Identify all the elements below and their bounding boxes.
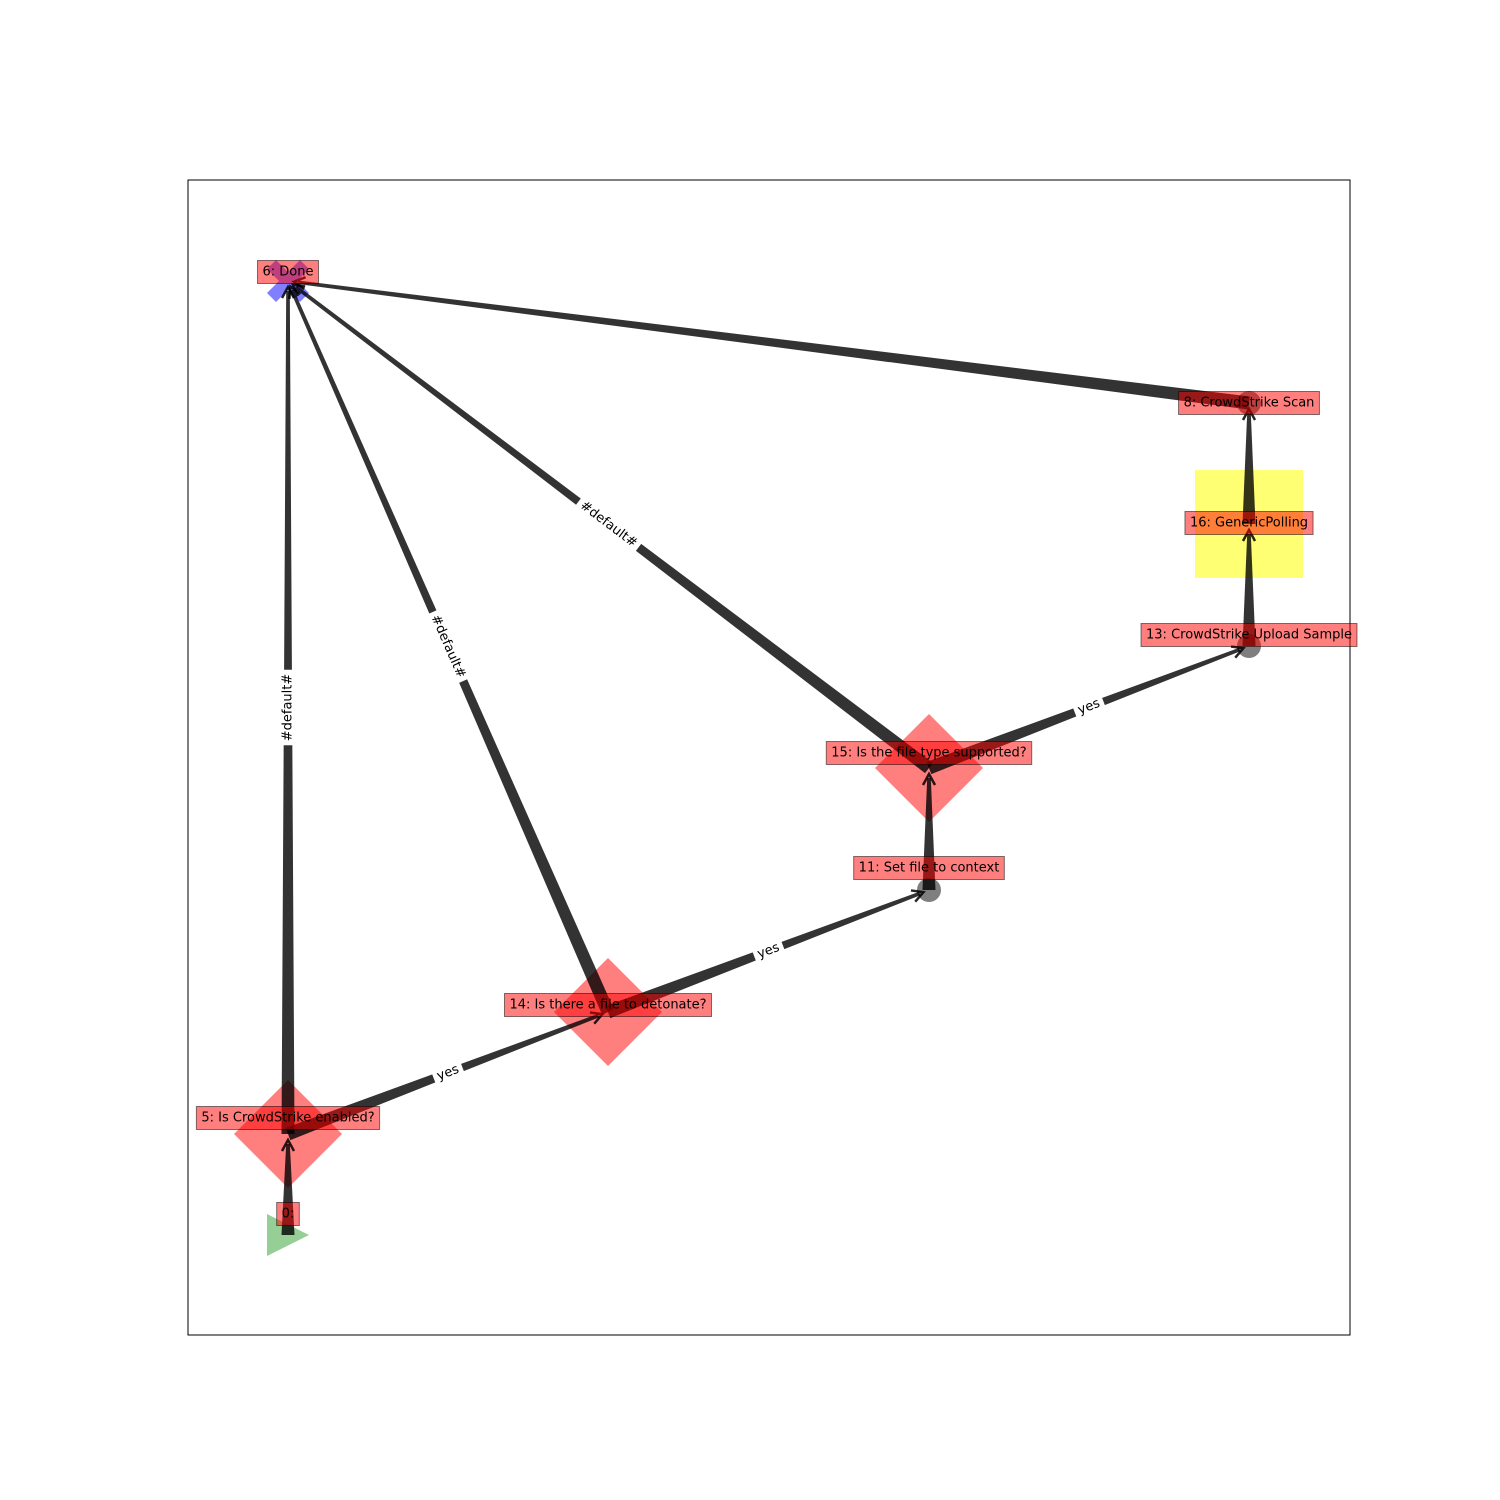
node-shapes [234,260,1303,1256]
node-15-label: 15: Is the file type supported? [825,741,1033,765]
svg-text:#default#: #default# [428,613,469,681]
edge-16-8 [1241,406,1257,524]
edge-15-6: #default# [290,283,933,774]
node-labels: 0: 5: Is CrowdStrike enabled? 14: Is there… [195,260,1358,1226]
node-16-label: 16: GenericPolling [1184,511,1314,535]
node-11-label: 11: Set file to context [853,856,1005,880]
edge-label: #default# [279,669,297,746]
svg-text:14: Is there a file to detonat: 14: Is there a file to detonate? [509,998,706,1013]
plot-frame [187,179,1351,1336]
edge-label: yes [1071,693,1107,721]
node-6-label: 6: Done [257,260,319,284]
svg-text:#default#: #default# [577,498,640,551]
edge-8-6 [291,276,1250,410]
svg-text:8: CrowdStrike Scan: 8: CrowdStrike Scan [1184,396,1315,411]
svg-text:13: CrowdStrike Upload Sample: 13: CrowdStrike Upload Sample [1146,628,1352,643]
node-14-label: 14: Is there a file to detonate? [503,993,713,1017]
svg-text:11: Set file to context: 11: Set file to context [859,861,1000,876]
svg-text:6: Done: 6: Done [263,265,314,280]
svg-text:0:: 0: [282,1207,295,1222]
edge-label: #default# [425,608,471,685]
edge-5-6: #default# [279,284,297,1134]
node-8-label: 8: CrowdStrike Scan [1178,391,1320,415]
svg-text:#default#: #default# [281,674,296,742]
svg-text:5: Is CrowdStrike enabled?: 5: Is CrowdStrike enabled? [201,1111,374,1126]
edge-14-6: #default# [288,284,614,1015]
node-5-label: 5: Is CrowdStrike enabled? [195,1106,381,1130]
edge-label: yes [430,1059,466,1087]
node-13-label: 13: CrowdStrike Upload Sample [1140,623,1358,647]
edge-label: #default# [573,494,644,555]
edge-label: yes [751,937,786,965]
edge-14-11: yes [605,889,926,1019]
svg-text:15: Is the file type supported: 15: Is the file type supported? [831,746,1026,761]
node-0-label: 0: [276,1202,300,1226]
edges: yes #default# yes #default# yes #default# [279,276,1257,1235]
svg-text:16: GenericPolling: 16: GenericPolling [1190,516,1308,531]
